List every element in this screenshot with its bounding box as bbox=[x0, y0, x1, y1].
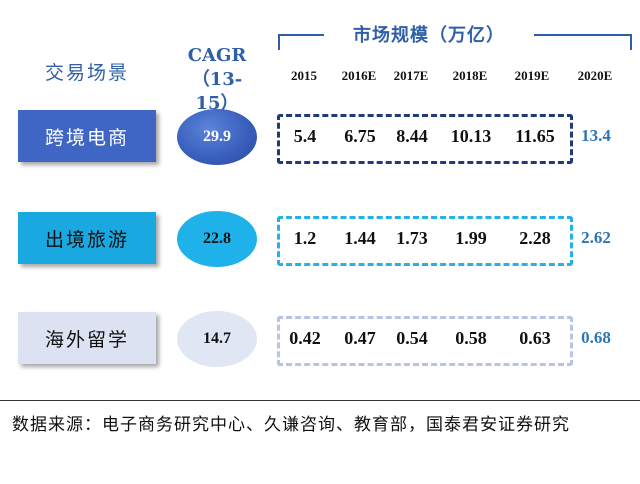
values-dashed-box bbox=[277, 316, 573, 366]
value-cell: 11.65 bbox=[515, 126, 555, 146]
value-cell: 0.54 bbox=[396, 328, 428, 348]
value-cell: 1.44 bbox=[344, 228, 376, 248]
scenario-label: 出境旅游 bbox=[44, 228, 129, 251]
cagr-value: 22.8 bbox=[203, 230, 231, 247]
scenario-box-outbound-travel: 出境旅游 bbox=[18, 212, 156, 264]
cagr-ellipse: 22.8 bbox=[177, 211, 257, 267]
scenario-label: 跨境电商 bbox=[44, 126, 129, 149]
value-cell: 8.44 bbox=[396, 126, 428, 146]
cagr-value: 14.7 bbox=[203, 330, 231, 347]
cagr-value: 29.9 bbox=[203, 128, 231, 145]
values-dashed-box bbox=[277, 216, 573, 266]
year-header-2020E: 2020E bbox=[577, 68, 613, 83]
value-cell: 2.28 bbox=[519, 228, 551, 248]
value-cell: 6.75 bbox=[344, 126, 376, 146]
year-header-2015: 2015 bbox=[291, 68, 317, 83]
value-2020: 13.4 bbox=[581, 126, 611, 145]
year-header-2017E: 2017E bbox=[393, 68, 429, 83]
cagr-title: CAGR bbox=[187, 45, 247, 66]
scenario-box-cross-border-ecommerce: 跨境电商 bbox=[18, 110, 156, 162]
cagr-ellipse: 14.7 bbox=[177, 311, 257, 367]
value-cell: 1.99 bbox=[455, 228, 487, 248]
value-cell: 0.42 bbox=[289, 328, 321, 348]
value-cell: 0.63 bbox=[519, 328, 551, 348]
market-size-header: 市场规模（万亿） bbox=[324, 21, 534, 47]
value-cell: 10.13 bbox=[450, 126, 492, 146]
value-cell: 1.73 bbox=[396, 228, 428, 248]
divider bbox=[0, 400, 640, 401]
value-2020: 0.68 bbox=[581, 328, 611, 347]
cagr-ellipse: 29.9 bbox=[177, 109, 257, 165]
values-dashed-box bbox=[277, 114, 573, 164]
value-cell: 0.47 bbox=[344, 328, 376, 348]
source-note: 数据来源：电子商务研究中心、久谦咨询、教育部，国泰君安证券研究 bbox=[12, 415, 570, 435]
year-header-2016E: 2016E bbox=[341, 68, 377, 83]
scenario-box-study-abroad: 海外留学 bbox=[18, 312, 156, 364]
value-2020: 2.62 bbox=[581, 228, 611, 247]
cagr-header: CAGR （13-15） bbox=[176, 44, 258, 116]
year-header-2018E: 2018E bbox=[452, 68, 488, 83]
value-cell: 1.2 bbox=[293, 228, 317, 248]
scenario-header: 交易场景 bbox=[44, 62, 129, 84]
value-cell: 0.58 bbox=[455, 328, 487, 348]
cagr-range: （13-15） bbox=[191, 69, 243, 114]
value-cell: 5.4 bbox=[293, 126, 317, 146]
year-header-2019E: 2019E bbox=[514, 68, 550, 83]
scenario-label: 海外留学 bbox=[44, 328, 129, 351]
